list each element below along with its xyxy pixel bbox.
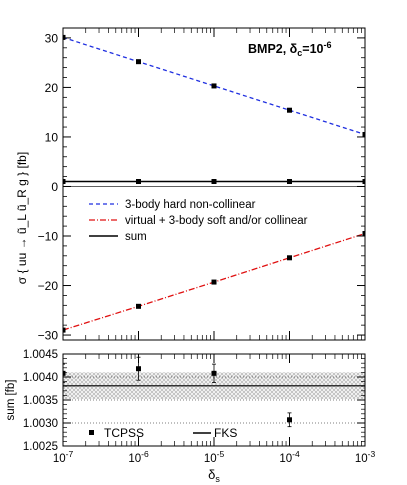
tcpss-point-2 — [211, 370, 217, 376]
bottom-legend: TCPSS FKS — [89, 426, 237, 440]
bottom-frame — [62, 353, 366, 447]
series-0-point-1 — [136, 59, 141, 65]
series-0-point-2 — [211, 83, 217, 89]
x-axis-label: δs — [208, 467, 220, 484]
top-y-axis-label: σ { uu → ũ_L ũ_R g } [fb] — [15, 152, 29, 284]
series-1-point-4 — [362, 231, 365, 237]
legend-label-hard: 3-body hard non-collinear — [125, 199, 256, 211]
bottom-y-tick-label-0: 1.0025 — [23, 441, 58, 453]
series-1-point-0 — [63, 327, 66, 333]
bottom-plot-area — [63, 356, 365, 428]
top-y-tick-label-4: 10 — [45, 130, 59, 144]
series-2-point-2 — [211, 179, 217, 185]
series-line-0 — [63, 36, 365, 136]
top-y-tick-label-2: −10 — [38, 230, 59, 244]
series-2-point-4 — [362, 179, 365, 185]
legend-label-fks: FKS — [214, 426, 237, 440]
top-panel: −30 −20 −10 0 10 20 30 BMP2, δc=10-6 σ { uu → … — [15, 27, 366, 343]
tcpss-point-0 — [63, 370, 66, 376]
x-tick-label-0: 10-7 — [53, 449, 74, 465]
annotation-label: BMP2, δc=10-6 — [248, 40, 332, 58]
bottom-y-tick-label-2: 1.0035 — [23, 395, 58, 407]
series-0-point-4 — [362, 131, 365, 137]
top-y-tick-label-3: 0 — [51, 180, 58, 194]
legend-marker-tcpss — [89, 430, 94, 435]
x-tick-label-2: 10-5 — [204, 449, 225, 465]
top-y-tick-label-5: 20 — [45, 81, 59, 95]
series-1-point-1 — [136, 303, 141, 309]
bottom-axes: 1.0025 1.0030 1.0035 1.0040 1.0045 10-7 10-6 10… — [23, 349, 376, 465]
top-y-tick-label-1: −20 — [38, 279, 59, 293]
top-frame — [62, 27, 366, 341]
series-1-point-3 — [287, 255, 292, 261]
bottom-panel: 1.0025 1.0030 1.0035 1.0040 1.0045 10-7 10-6 10… — [5, 349, 375, 484]
bottom-y-tick-label-3: 1.0040 — [23, 372, 58, 384]
top-plot-area — [63, 34, 365, 333]
bottom-y-axis-label: sum [fb] — [5, 380, 17, 421]
tcpss-point-1 — [136, 366, 141, 372]
bottom-y-tick-label-1: 1.0030 — [23, 418, 58, 430]
legend-label-virtual: virtual + 3-body soft and/or collinear — [125, 215, 308, 227]
legend-label-sum: sum — [125, 231, 147, 243]
bottom-y-tick-label-4: 1.0045 — [23, 349, 58, 361]
series-2-point-0 — [63, 179, 66, 185]
series-0-point-3 — [287, 107, 292, 113]
top-axes: −30 −20 −10 0 10 20 30 — [38, 27, 366, 343]
top-y-tick-label-0: −30 — [38, 329, 59, 343]
x-tick-label-3: 10-4 — [279, 449, 300, 465]
legend: 3-body hard non-collinear virtual + 3-bo… — [89, 199, 308, 243]
series-1-point-2 — [211, 279, 217, 285]
top-y-tick-label-6: 30 — [45, 31, 59, 45]
x-tick-label-4: 10-3 — [355, 449, 376, 465]
x-tick-label-1: 10-6 — [128, 449, 149, 465]
tcpss-point-3 — [287, 417, 292, 423]
legend-label-tcpss: TCPSS — [104, 426, 144, 440]
series-2-point-3 — [287, 179, 292, 185]
series-2-point-1 — [136, 179, 141, 185]
